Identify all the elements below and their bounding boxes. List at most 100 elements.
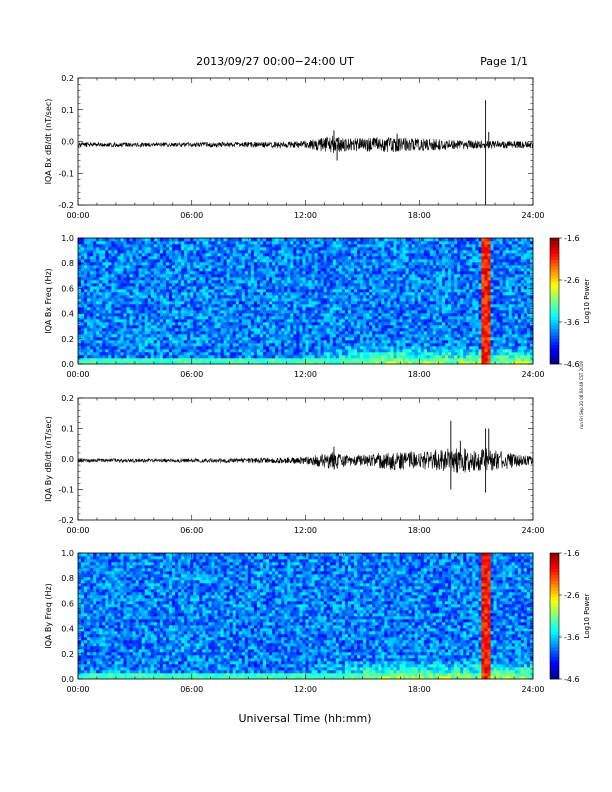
spectrogram-cell: [223, 313, 227, 317]
spectrogram-cell: [351, 301, 355, 305]
spectrogram-cell: [235, 346, 240, 350]
spectrogram-cell: [411, 358, 415, 362]
spectrogram-cell: [141, 244, 146, 248]
spectrogram-cell: [153, 268, 158, 272]
spectrogram-cell: [414, 241, 419, 245]
spectrogram-cell: [99, 283, 103, 287]
spectrogram-cell: [360, 355, 364, 359]
spectrogram-cell: [90, 352, 94, 356]
spectrogram-cell: [405, 343, 409, 347]
spectrogram-cell: [181, 328, 185, 332]
spectrogram-cell: [357, 271, 361, 275]
spectrogram-cell: [281, 265, 285, 269]
spectrogram-cell: [153, 274, 158, 278]
spectrogram-cell: [226, 298, 230, 302]
spectrogram-cell: [217, 301, 221, 305]
spectrogram-cell: [126, 289, 130, 293]
spectrogram-cell: [329, 328, 334, 332]
spectrogram-cell: [351, 259, 355, 263]
spectrogram-cell: [208, 355, 212, 359]
spectrogram-cell: [354, 241, 358, 245]
spectrogram-cell: [81, 304, 85, 308]
spectrogram-cell: [105, 256, 109, 260]
spectrogram-cell: [172, 328, 176, 332]
spectrogram-cell: [172, 304, 176, 308]
spectrogram-cell: [144, 250, 149, 254]
spectrogram-cell: [426, 247, 431, 251]
spectrogram-cell: [393, 304, 397, 308]
spectrogram-cell: [135, 334, 139, 338]
spectrogram-cell: [129, 325, 133, 329]
spectrogram-cell: [369, 271, 373, 275]
spectrogram-cell: [332, 256, 337, 260]
spectrogram-cell: [256, 331, 261, 335]
spectrogram-cell: [381, 295, 385, 299]
spectrogram-cell: [357, 283, 361, 287]
spectrogram-cell: [172, 241, 176, 245]
spectrogram-cell: [369, 283, 373, 287]
spectrogram-cell: [132, 340, 136, 344]
spectrogram-cell: [253, 250, 258, 254]
spectrogram-cell: [129, 244, 133, 248]
spectrogram-cell: [354, 319, 358, 323]
spectrogram-cell: [387, 340, 391, 344]
spectrogram-cell: [311, 361, 315, 365]
spectrogram-cell: [299, 334, 303, 338]
spectrogram-cell: [414, 277, 419, 281]
spectrogram-cell: [169, 277, 173, 281]
spectrogram-cell: [396, 256, 400, 260]
spectrogram-cell: [287, 271, 291, 275]
spectrogram-cell: [202, 313, 206, 317]
spectrogram-cell: [372, 280, 376, 284]
spectrogram-cell: [287, 352, 291, 356]
spectrogram-cell: [150, 358, 155, 362]
spectrogram-cell: [126, 328, 130, 332]
figure-title: 2013/09/27 00:00−24:00 UT: [196, 55, 354, 68]
spectrogram-cell: [108, 346, 112, 350]
spectrogram-cell: [420, 313, 425, 317]
spectrogram-cell: [150, 289, 155, 293]
spectrogram-cell: [314, 253, 318, 257]
spectrogram-cell: [308, 253, 312, 257]
spectrogram-cell: [299, 319, 303, 323]
spectrogram-cell: [384, 238, 388, 242]
spectrogram-cell: [93, 289, 97, 293]
spectrogram-cell: [384, 328, 388, 332]
spectrogram-cell: [120, 319, 124, 323]
spectrogram-cell: [360, 322, 364, 326]
spectrogram-cell: [96, 256, 100, 260]
spectrogram-cell: [232, 298, 237, 302]
spectrogram-cell: [414, 328, 419, 332]
spectrogram-cell: [323, 277, 328, 281]
spectrogram-cell: [181, 286, 185, 290]
spectrogram-cell: [420, 349, 425, 353]
spectrogram-cell: [135, 271, 139, 275]
spectrogram-cell: [87, 238, 91, 242]
spectrogram-cell: [314, 286, 318, 290]
spectrogram-cell: [299, 325, 303, 329]
spectrogram-cell: [399, 238, 403, 242]
spectrogram-cell: [141, 295, 146, 299]
spectrogram-cell: [90, 259, 94, 263]
spectrogram-cell: [296, 253, 300, 257]
spectrogram-cell: [193, 244, 197, 248]
spectrogram-cell: [235, 298, 240, 302]
spectrogram-cell: [235, 352, 240, 356]
spectrogram-cell: [153, 331, 158, 335]
spectrogram-cell: [78, 295, 82, 299]
spectrogram-cell: [299, 352, 303, 356]
spectrogram-cell: [390, 241, 394, 245]
spectrogram-cell: [399, 307, 403, 311]
spectrogram-cell: [311, 352, 315, 356]
spectrogram-cell: [93, 313, 97, 317]
spectrogram-cell: [220, 337, 224, 341]
spectrogram-cell: [220, 310, 224, 314]
spectrogram-cell: [305, 262, 309, 266]
spectrogram-cell: [141, 253, 146, 257]
spectrogram-cell: [169, 307, 173, 311]
spectrogram-cell: [372, 340, 376, 344]
spectrogram-cell: [299, 253, 303, 257]
spectrogram-cell: [384, 283, 388, 287]
spectrogram-cell: [202, 295, 206, 299]
spectrogram-cell: [196, 271, 200, 275]
